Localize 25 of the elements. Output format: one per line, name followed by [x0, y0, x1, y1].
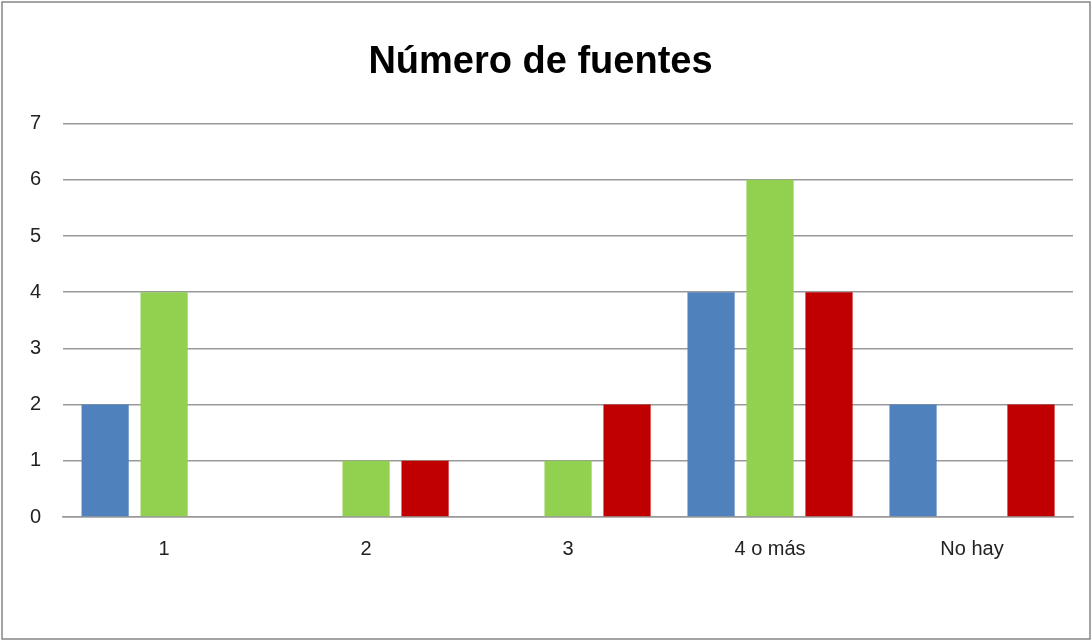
y-tick-label: 1 — [30, 448, 42, 471]
bar — [746, 179, 794, 517]
bar — [401, 460, 449, 517]
bar — [687, 292, 735, 517]
y-tick-label: 2 — [30, 392, 42, 415]
x-tick-label: 1 — [158, 536, 170, 559]
y-tick-label: 6 — [30, 167, 42, 190]
x-tick-label: 3 — [562, 536, 574, 559]
y-tick-label: 0 — [30, 504, 42, 527]
bar — [81, 404, 129, 517]
x-tick-label: 2 — [360, 536, 372, 559]
bar — [544, 460, 592, 517]
bar — [342, 460, 390, 517]
bar — [603, 404, 651, 517]
bar — [1007, 404, 1055, 517]
chart-title: Número de fuentes — [368, 39, 713, 82]
bar — [805, 292, 853, 517]
y-tick-label: 5 — [30, 223, 42, 246]
bar — [140, 292, 188, 517]
y-tick-label: 4 — [30, 279, 42, 302]
x-tick-label: 4 o más — [734, 536, 806, 559]
x-tick-label: No hay — [940, 536, 1004, 559]
bar — [889, 404, 937, 517]
y-tick-label: 3 — [30, 335, 42, 358]
y-tick-label: 7 — [30, 111, 42, 134]
